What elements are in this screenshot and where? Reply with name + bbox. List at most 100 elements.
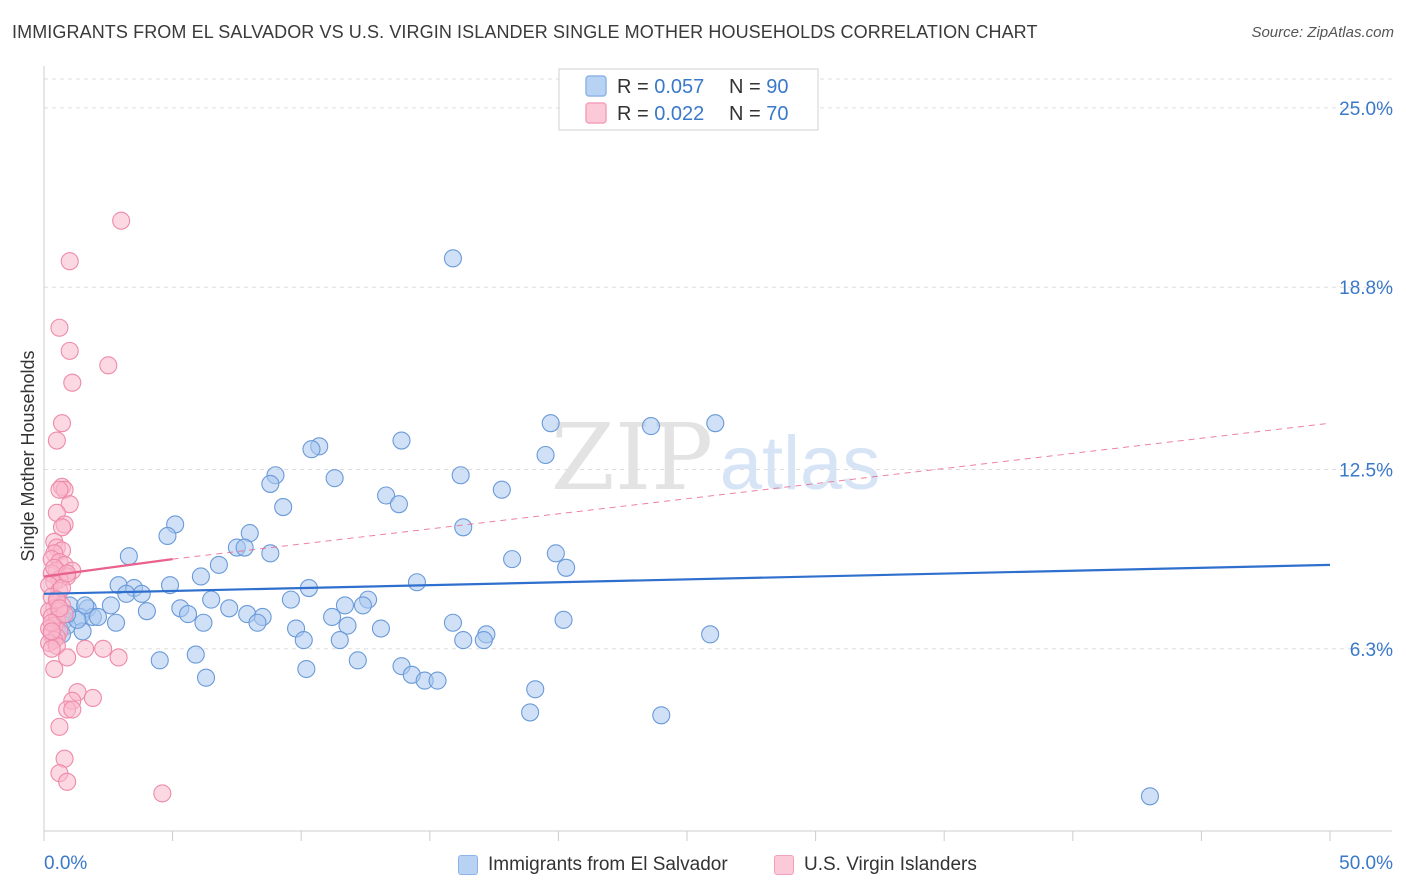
data-point-el-salvador bbox=[119, 547, 138, 566]
data-point-el-salvador bbox=[330, 631, 349, 650]
series-us-virgin-islanders bbox=[40, 211, 172, 803]
data-point-el-salvador bbox=[106, 613, 126, 632]
y-tick-label: 18.8% bbox=[1339, 278, 1393, 299]
data-point-el-salvador bbox=[492, 480, 511, 499]
data-point-el-salvador bbox=[302, 440, 321, 459]
data-point-el-salvador bbox=[101, 596, 120, 615]
watermark-zip: ZIP bbox=[551, 404, 713, 511]
data-point-el-salvador bbox=[338, 616, 357, 635]
data-point-virgin-islanders bbox=[52, 414, 72, 433]
data-point-el-salvador bbox=[521, 703, 540, 722]
data-point-el-salvador bbox=[353, 596, 372, 615]
data-point-el-salvador bbox=[371, 619, 390, 638]
data-point-virgin-islanders bbox=[60, 495, 79, 514]
data-point-el-salvador bbox=[117, 584, 136, 603]
data-point-virgin-islanders bbox=[47, 431, 66, 450]
data-point-el-salvador bbox=[526, 680, 545, 699]
y-tick-label: 25.0% bbox=[1339, 99, 1393, 120]
data-point-el-salvador bbox=[88, 607, 108, 627]
data-point-el-salvador bbox=[194, 613, 213, 632]
data-point-el-salvador bbox=[443, 249, 462, 268]
data-point-el-salvador bbox=[137, 602, 156, 621]
legend-item-virgin-islanders[interactable]: U.S. Virgin Islanders bbox=[774, 851, 977, 879]
data-point-el-salvador bbox=[235, 538, 254, 557]
data-point-el-salvador bbox=[377, 486, 396, 505]
watermark-atlas: atlas bbox=[720, 421, 881, 506]
data-point-el-salvador bbox=[428, 671, 447, 690]
data-point-el-salvador bbox=[652, 706, 671, 725]
data-point-el-salvador bbox=[325, 469, 344, 488]
legend-label-virgin-islanders: U.S. Virgin Islanders bbox=[804, 854, 977, 875]
data-point-el-salvador bbox=[451, 466, 470, 485]
legend-swatch-pink bbox=[585, 102, 607, 124]
data-point-virgin-islanders bbox=[76, 639, 95, 658]
legend-square-blue bbox=[458, 855, 478, 875]
data-point-el-salvador bbox=[443, 613, 462, 632]
x-tick-label-max: 50.0% bbox=[1339, 853, 1393, 874]
data-point-virgin-islanders bbox=[60, 341, 79, 360]
data-point-el-salvador bbox=[196, 668, 216, 687]
legend-n-label-pink: N = bbox=[729, 103, 766, 125]
legend-n-value-blue: 90 bbox=[766, 76, 788, 98]
watermark: ZIP atlas bbox=[551, 404, 880, 511]
data-point-el-salvador bbox=[1140, 787, 1160, 806]
data-point-el-salvador bbox=[335, 596, 354, 615]
data-point-virgin-islanders bbox=[50, 599, 69, 618]
data-point-el-salvador bbox=[158, 526, 177, 546]
data-point-el-salvador bbox=[297, 659, 316, 679]
data-point-virgin-islanders bbox=[99, 356, 118, 375]
data-point-virgin-islanders bbox=[109, 648, 128, 667]
data-point-el-salvador bbox=[392, 431, 411, 450]
legend-r-label-blue: R = bbox=[617, 76, 654, 98]
data-point-virgin-islanders bbox=[50, 318, 69, 337]
data-point-el-salvador bbox=[454, 631, 473, 650]
data-point-el-salvador bbox=[274, 498, 293, 517]
data-point-el-salvador bbox=[541, 414, 560, 433]
data-point-el-salvador bbox=[407, 573, 426, 592]
axes bbox=[43, 66, 1392, 841]
legend-label-el-salvador: Immigrants from El Salvador bbox=[488, 854, 728, 875]
data-point-el-salvador bbox=[641, 417, 661, 436]
trend-line-el-salvador bbox=[43, 563, 1331, 595]
data-point-el-salvador bbox=[160, 576, 180, 595]
source-label: Source: ZipAtlas.com bbox=[1251, 24, 1394, 41]
data-point-el-salvador bbox=[503, 550, 522, 569]
legend-r-label-pink: R = bbox=[617, 103, 654, 125]
data-point-el-salvador bbox=[281, 590, 300, 609]
legend-square-pink bbox=[774, 855, 794, 875]
stats-legend: R = 0.057 N = 90 R = 0.022 N = 70 bbox=[558, 68, 819, 131]
data-point-el-salvador bbox=[248, 613, 267, 632]
legend-item-el-salvador[interactable]: Immigrants from El Salvador bbox=[458, 851, 728, 879]
data-point-el-salvador bbox=[191, 567, 210, 586]
data-point-el-salvador bbox=[150, 651, 169, 670]
data-point-virgin-islanders bbox=[50, 717, 69, 736]
data-point-virgin-islanders bbox=[94, 639, 113, 658]
legend-r-value-pink: 0.022 bbox=[654, 103, 704, 125]
data-point-virgin-islanders bbox=[42, 622, 61, 641]
data-point-virgin-islanders bbox=[153, 784, 172, 803]
legend-n-value-pink: 70 bbox=[766, 103, 788, 125]
x-tick-label-min: 0.0% bbox=[44, 853, 87, 874]
data-point-el-salvador bbox=[546, 544, 565, 563]
data-point-virgin-islanders bbox=[45, 659, 64, 679]
data-point-el-salvador bbox=[202, 590, 221, 609]
data-point-el-salvador bbox=[220, 599, 239, 618]
data-point-el-salvador bbox=[132, 584, 151, 603]
y-tick-label: 12.5% bbox=[1339, 460, 1393, 481]
legend-n-label-blue: N = bbox=[729, 76, 766, 98]
chart-title: IMMIGRANTS FROM EL SALVADOR VS U.S. VIRG… bbox=[12, 22, 1038, 42]
trend-line-virgin-islanders bbox=[43, 558, 173, 578]
data-point-virgin-islanders bbox=[63, 373, 82, 392]
data-point-virgin-islanders bbox=[50, 480, 69, 499]
data-point-el-salvador bbox=[323, 607, 342, 627]
data-point-el-salvador bbox=[554, 610, 573, 629]
trend-lines bbox=[43, 422, 1331, 595]
data-point-el-salvador bbox=[178, 605, 198, 624]
data-point-el-salvador bbox=[454, 518, 473, 537]
data-point-el-salvador bbox=[261, 474, 280, 493]
gridlines bbox=[44, 78, 1392, 650]
data-point-el-salvador bbox=[706, 414, 725, 433]
data-point-el-salvador bbox=[186, 645, 205, 664]
data-point-el-salvador bbox=[261, 544, 280, 563]
